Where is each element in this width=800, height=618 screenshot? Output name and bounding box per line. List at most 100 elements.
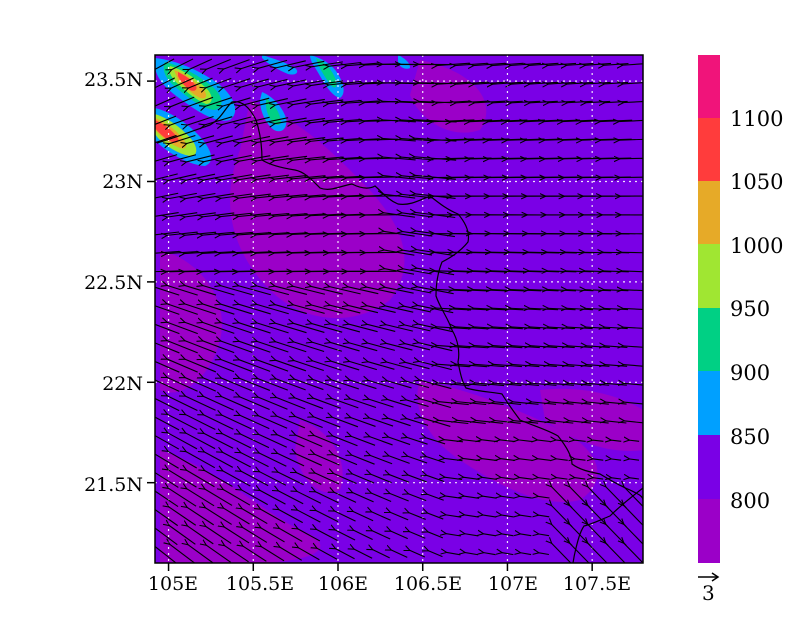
wind-vector [171, 77, 194, 88]
wind-vector [184, 322, 217, 335]
wind-vector [409, 531, 426, 539]
wind-vector [155, 453, 179, 469]
wind-vector [203, 415, 234, 430]
wind-vector [519, 515, 532, 518]
wind-vector [204, 116, 233, 125]
wind-vector [167, 396, 198, 411]
wind-vector [168, 488, 197, 507]
wind-vector [298, 547, 320, 561]
wind-vector [350, 417, 376, 427]
wind-vector [500, 477, 515, 480]
wind-vector [276, 397, 306, 410]
wind-vector [549, 346, 575, 348]
wind-vector [155, 192, 179, 199]
wind-vector [166, 304, 198, 315]
wind-vector [204, 489, 233, 506]
wind-vector [401, 194, 433, 199]
wind-vector [185, 192, 216, 199]
wind-vector [502, 553, 514, 556]
wind-vector [623, 101, 643, 102]
wind-vector [220, 286, 253, 296]
wind-vector [155, 434, 180, 450]
wind-vector [220, 341, 253, 353]
wind-vector [155, 96, 176, 107]
wind-vector [622, 83, 643, 84]
colorbar-label: 1050 [730, 170, 783, 194]
wind-vector [239, 360, 271, 372]
wind-vector [238, 304, 271, 315]
wind-vector [293, 305, 325, 314]
wind-vector [258, 78, 288, 87]
wind-vector [624, 486, 643, 508]
colorbar: 1100 1050 1000 950 900 850 800 [698, 55, 783, 563]
wind-vector [311, 286, 343, 295]
wind-vector [619, 158, 643, 159]
wind-vector [259, 490, 286, 505]
wind-vector [186, 135, 215, 144]
wind-vector [257, 341, 289, 353]
wind-vector [155, 360, 180, 373]
wind-vector [629, 440, 640, 441]
wind-vector [352, 492, 374, 503]
wind-vector [240, 78, 269, 87]
wind-vector [513, 421, 539, 424]
wind-vector [501, 534, 514, 537]
wind-vector [221, 154, 252, 161]
wind-vector [603, 290, 629, 291]
wind-vector [574, 459, 586, 460]
wind-vector [169, 134, 196, 144]
wind-vector [369, 418, 394, 427]
wind-vector [334, 530, 356, 541]
wind-vector [629, 478, 640, 479]
wind-vector [206, 545, 232, 563]
wind-vector [239, 116, 270, 124]
wind-vector [222, 97, 251, 106]
wind-vector [567, 346, 593, 348]
wind-vector [409, 550, 426, 558]
wind-vector [624, 524, 643, 545]
wind-vector [203, 173, 234, 180]
wind-vector [257, 397, 288, 410]
wind-vector [155, 173, 178, 181]
wind-vector [624, 505, 643, 527]
tick-marks [147, 80, 593, 571]
y-tick-label: 22.5N [84, 272, 143, 294]
x-tick-label: 106E [318, 573, 368, 595]
colorbar-swatch-900 [698, 308, 720, 371]
wind-vector [537, 478, 550, 480]
wind-vector [369, 436, 393, 446]
wind-vector [428, 551, 443, 558]
y-tick-label: 21.5N [84, 474, 143, 496]
wind-vector [372, 549, 390, 559]
wind-vector [293, 360, 324, 372]
wind-vector [223, 508, 250, 525]
map-panel [155, 55, 643, 563]
wind-vector [204, 470, 233, 487]
wind-vector [171, 58, 194, 70]
wind-vector [531, 383, 557, 386]
wind-vector [551, 543, 572, 563]
wind-vector [239, 155, 271, 162]
wind-vector [155, 323, 180, 335]
wind-vector [567, 101, 593, 102]
wind-vector [314, 454, 340, 466]
wind-vector [604, 82, 629, 83]
wind-vector [297, 529, 321, 542]
wind-vector [538, 496, 550, 498]
wind-vector [168, 154, 197, 162]
wind-vector [155, 490, 179, 507]
x-tick-label: 107.5E [563, 573, 631, 595]
wind-vector [406, 418, 429, 426]
wind-vector [348, 343, 378, 352]
wind-vector [425, 438, 446, 445]
wind-vector [585, 290, 611, 291]
colorbar-swatch-800 [698, 435, 720, 499]
wind-vector [314, 435, 341, 447]
wind-vector [334, 511, 356, 522]
wind-vector [222, 116, 252, 125]
country-border-south [572, 487, 643, 563]
wind-vector [574, 440, 586, 441]
y-tick-label: 23.5N [84, 69, 143, 91]
wind-vector [185, 414, 216, 430]
wind-vector [371, 493, 392, 502]
